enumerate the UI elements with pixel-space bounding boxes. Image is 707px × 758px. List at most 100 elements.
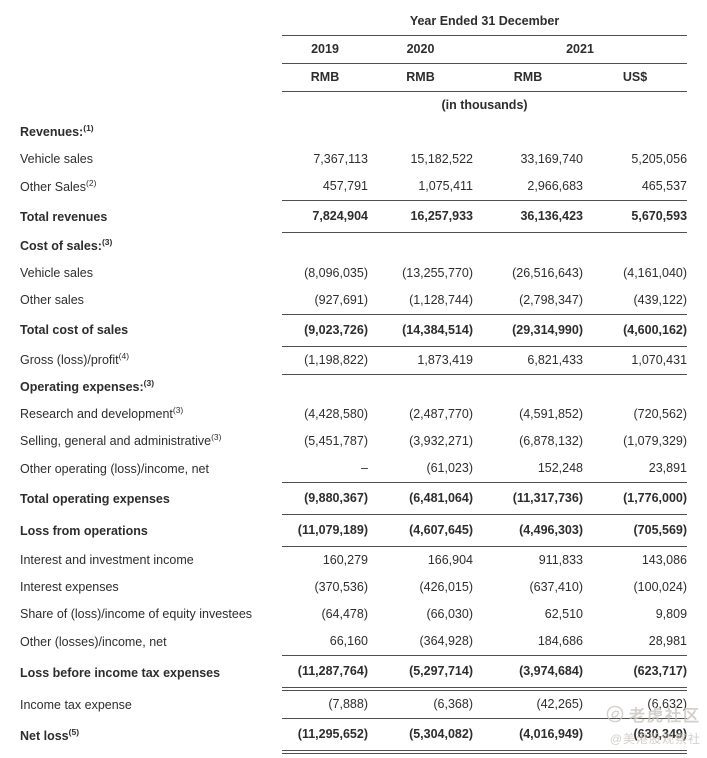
cell-value: (61,023) — [426, 461, 473, 475]
cell-value: 911,833 — [538, 553, 583, 567]
table-row: Research and development(3) (4,428,580) (2… — [20, 401, 687, 428]
cell-value: (1,128,744) — [409, 292, 473, 307]
table-row: Other operating (loss)/income, net – (61,0… — [20, 455, 687, 483]
cell-value: 5,670,593 — [583, 200, 688, 233]
table-row: Loss from operations (11,079,189) (4,607,6… — [20, 514, 688, 547]
cell-value: (9,880,367) — [282, 482, 368, 515]
cell-value: 2,966,683 — [527, 179, 583, 193]
cell-value: 6,821,433 — [473, 346, 583, 375]
table-row: Net loss(5) (11,295,652) (5,304,082) (4,016… — [20, 718, 688, 754]
cell-value: (4,591,852) — [519, 407, 583, 421]
row-label: Total operating expenses — [20, 491, 170, 506]
cell-value: (364,928) — [368, 628, 473, 656]
cell-value: 1,070,431 — [583, 346, 688, 375]
table-row: Share of (loss)/income of equity investe… — [20, 601, 687, 628]
row-label: Interest expenses — [20, 580, 119, 594]
table-row: Total operating expenses (9,880,367) (6,48… — [20, 482, 688, 515]
cell-value — [282, 233, 368, 260]
row-label: Vehicle sales — [20, 265, 93, 280]
cell-value: 160,279 — [322, 553, 368, 567]
cell-value: (439,122) — [633, 292, 688, 307]
col-header-2021: 2021 — [473, 35, 688, 64]
unit-note-row: (in thousands) — [20, 92, 687, 120]
footnote-reference: (3) — [211, 431, 222, 442]
currency-header-row: RMB RMB RMB US$ — [20, 63, 688, 92]
section-header-row: Cost of sales:(3) — [20, 233, 687, 260]
cell-value: (5,304,082) — [368, 718, 473, 754]
table-row: Other Sales(2) 457,791 1,075,411 2,966,683 4… — [20, 173, 687, 201]
table-row: Vehicle sales 7,367,113 15,182,522 33,169,7… — [20, 146, 687, 173]
cell-value: (370,536) — [314, 580, 368, 594]
row-label: Total revenues — [20, 209, 108, 224]
footnote-reference: (4) — [118, 350, 130, 361]
unit-note: (in thousands) — [441, 98, 528, 112]
cell-value: 143,086 — [641, 553, 688, 567]
cell-value: 9,809 — [655, 607, 688, 621]
table-row: Loss before income tax expenses (11,287,7… — [20, 655, 688, 691]
cell-value: 1,873,419 — [368, 346, 473, 375]
cell-value: (6,368) — [368, 689, 473, 719]
cell-value: 5,205,056 — [631, 152, 688, 166]
col-header-2019: 2019 — [282, 35, 368, 64]
cell-value: (3,974,684) — [473, 655, 583, 691]
row-label: Loss from operations — [20, 523, 148, 538]
cell-value: 152,248 — [537, 461, 583, 475]
table-row: Interest expenses (370,536) (426,015) (637,… — [20, 574, 687, 601]
currency-header-rmb-2020: RMB — [368, 63, 473, 92]
cell-value: (630,349) — [583, 718, 688, 754]
cell-value: (9,023,726) — [282, 313, 368, 347]
cell-value: (11,317,736) — [473, 482, 583, 515]
cell-value: 184,686 — [473, 628, 583, 656]
cell-value: 23,891 — [648, 461, 688, 475]
cell-value: (4,161,040) — [623, 265, 688, 280]
cell-value: (3,932,271) — [409, 434, 473, 448]
cell-value: 62,510 — [544, 607, 583, 621]
row-label: Gross (loss)/profit(4) — [20, 350, 130, 367]
cell-value: (927,691) — [314, 292, 368, 307]
row-label: Revenues:(1) — [20, 122, 94, 139]
cell-value — [473, 119, 583, 146]
cell-value — [473, 233, 583, 260]
header-spacer — [20, 92, 282, 120]
cell-value: (13,255,770) — [402, 265, 473, 280]
cell-value: (29,314,990) — [473, 313, 583, 347]
cell-value: (5,451,787) — [304, 434, 368, 448]
row-label: Operating expenses:(3) — [20, 377, 155, 394]
cell-value: (4,496,303) — [473, 514, 583, 547]
period-header-row: Year Ended 31 December — [20, 8, 688, 36]
cell-value — [583, 374, 687, 401]
currency-header-rmb-2021: RMB — [473, 63, 583, 92]
cell-value: (66,030) — [426, 607, 473, 621]
row-label: Research and development(3) — [20, 404, 184, 421]
cell-value: 28,981 — [583, 628, 688, 656]
cell-value — [583, 233, 687, 260]
cell-value: (2,487,770) — [409, 407, 473, 421]
row-label: Interest and investment income — [20, 553, 194, 567]
row-label: Loss before income tax expenses — [20, 666, 221, 680]
cell-value: 33,169,740 — [520, 152, 583, 166]
row-label: Income tax expense — [20, 697, 132, 712]
cell-value: (637,410) — [529, 580, 583, 594]
row-label: Selling, general and administrative(3) — [20, 431, 222, 448]
cell-value: (4,600,162) — [583, 313, 688, 347]
row-label: Other sales — [20, 293, 84, 307]
cell-value: (6,878,132) — [519, 434, 583, 448]
col-header-2020: 2020 — [368, 35, 473, 64]
cell-value — [368, 374, 473, 401]
cell-value: (8,096,035) — [304, 265, 368, 280]
footnote-reference: (3) — [172, 404, 184, 415]
cell-value: (1,079,329) — [623, 434, 688, 448]
cell-value: (11,079,189) — [282, 514, 368, 547]
income-statement-table: Year Ended 31 December 2019 2020 2021 RM… — [20, 8, 688, 754]
cell-value: (5,297,714) — [368, 655, 473, 691]
table-row: Other sales (927,691) (1,128,744) (2,798,34… — [20, 287, 687, 315]
cell-value: (623,717) — [583, 655, 688, 691]
cell-value: (26,516,643) — [512, 265, 583, 280]
cell-value: 1,075,411 — [418, 179, 473, 193]
cell-value — [368, 233, 473, 260]
footnote-reference: (1) — [83, 122, 94, 133]
cell-value: (11,287,764) — [282, 655, 368, 691]
table-row: Gross (loss)/profit(4) (1,198,822) 1,873,4… — [20, 346, 688, 375]
currency-header-rmb-2019: RMB — [282, 63, 368, 92]
cell-value: 36,136,423 — [473, 200, 583, 233]
